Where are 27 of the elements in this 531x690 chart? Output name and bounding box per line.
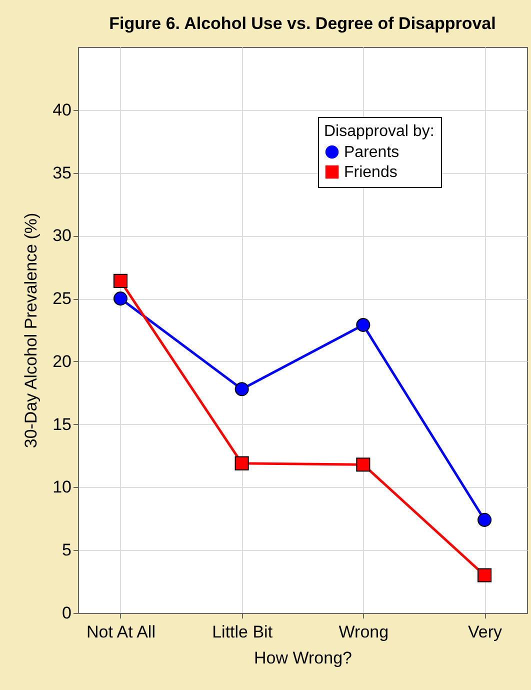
x-tick-label: Little Bit <box>212 622 273 642</box>
y-axis-title: 30-Day Alcohol Prevalence (%) <box>22 212 41 448</box>
point <box>356 318 370 332</box>
y-tick-label: 25 <box>52 289 72 308</box>
legend-label: Parents <box>344 144 400 161</box>
point <box>113 274 128 288</box>
x-tick-label: Wrong <box>338 622 389 642</box>
x-tick-label: Very <box>468 622 503 642</box>
y-tick-label: 5 <box>62 540 72 560</box>
y-tick-label: 35 <box>52 163 72 182</box>
y-tick-label: 40 <box>52 100 72 120</box>
y-tick-label: 10 <box>52 478 72 497</box>
chart-title: Figure 6. Alcohol Use vs. Degree of Disapproval <box>109 14 496 33</box>
point <box>234 382 249 396</box>
point <box>478 568 492 582</box>
x-tick-label: Not At All <box>86 622 156 642</box>
y-tick-label: 0 <box>62 604 72 622</box>
y-tick-label: 20 <box>52 352 72 371</box>
point <box>113 292 128 306</box>
point <box>234 456 249 470</box>
point <box>478 512 492 527</box>
y-tick-label: 30 <box>52 226 72 246</box>
x-axis-title: How Wrong? <box>254 648 352 668</box>
point <box>356 458 370 472</box>
legend-title: Disapproval by: <box>324 123 434 140</box>
legend-label: Friends <box>344 164 398 181</box>
y-tick-label: 15 <box>52 414 72 434</box>
